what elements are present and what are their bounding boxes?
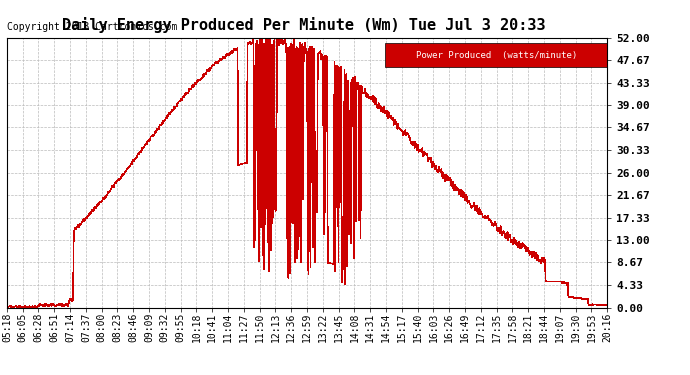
Bar bbox=[385, 43, 607, 67]
Text: Daily Energy Produced Per Minute (Wm) Tue Jul 3 20:33: Daily Energy Produced Per Minute (Wm) Tu… bbox=[62, 17, 545, 33]
Text: Copyright 2018 Cartronics.com: Copyright 2018 Cartronics.com bbox=[7, 22, 177, 32]
Text: Power Produced  (watts/minute): Power Produced (watts/minute) bbox=[415, 51, 577, 60]
